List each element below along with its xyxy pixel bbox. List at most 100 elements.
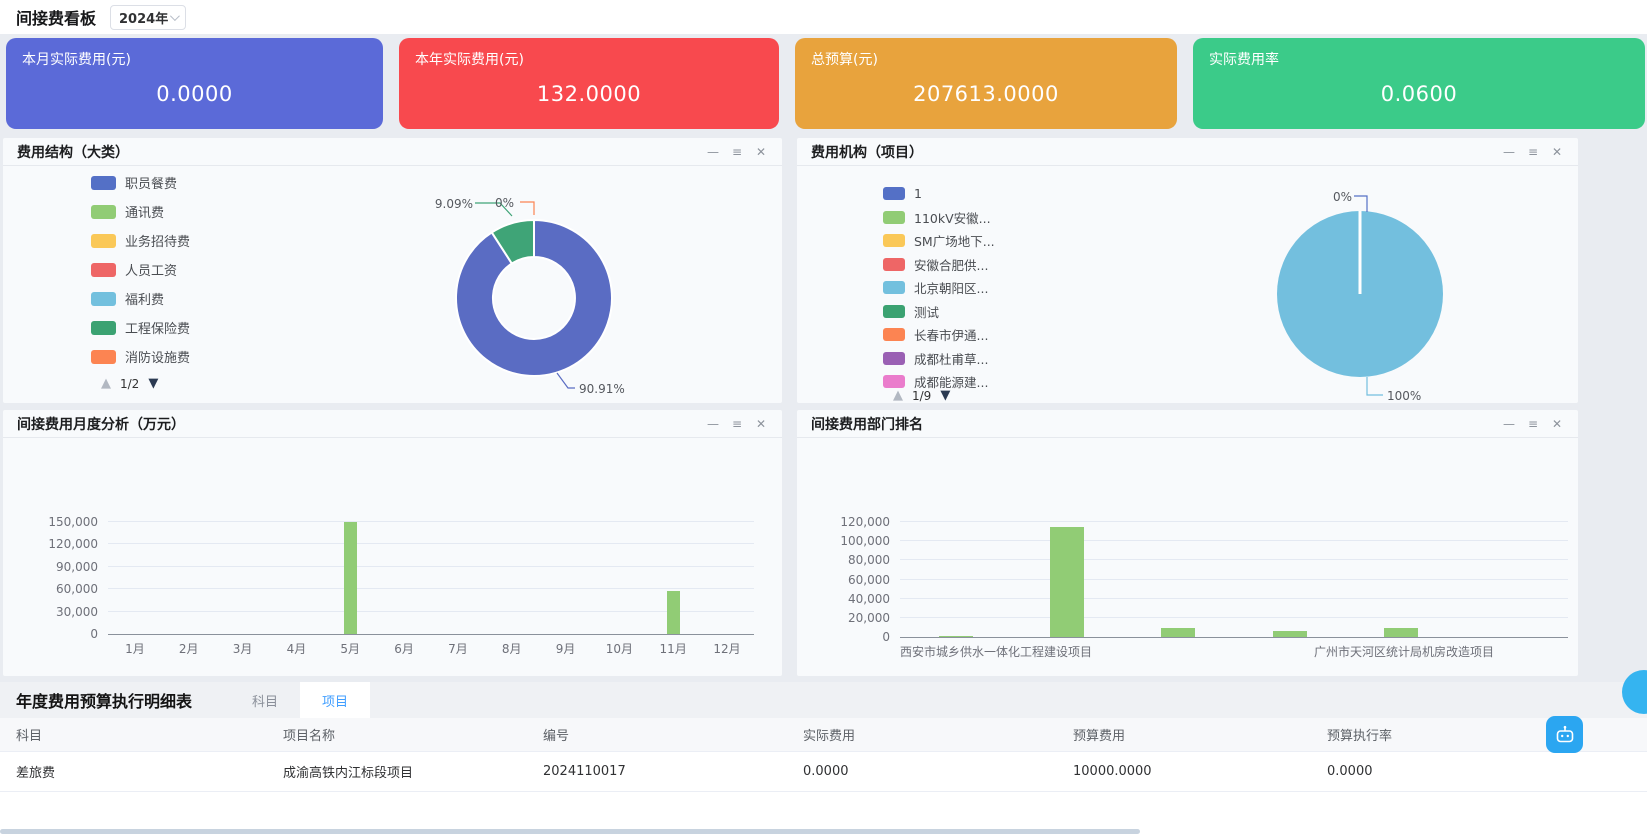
slice-label-zero: 0% xyxy=(495,196,515,210)
gridline xyxy=(900,521,1568,522)
close-icon[interactable]: ✕ xyxy=(1551,416,1563,431)
legend-item[interactable]: SM广场地下... xyxy=(883,229,995,253)
legend-item[interactable]: 福利费 xyxy=(91,284,190,313)
legend-item[interactable]: 通讯费 xyxy=(91,197,190,226)
legend-label: 测试 xyxy=(914,304,940,320)
legend-item[interactable]: 110kV安徽... xyxy=(883,206,995,230)
legend-swatch xyxy=(883,375,905,389)
table-header-cell: 预算费用 xyxy=(1073,729,1126,744)
panel-cost-structure: 费用结构（大类） — ≡ ✕ 职员餐费通讯费业务招待费 人员工资 福利费 工程保险费消… xyxy=(3,138,782,403)
bar-slot xyxy=(539,522,593,634)
table-header-cell: 实际费用 xyxy=(803,729,856,744)
panel-header: 费用结构（大类） — ≡ ✕ xyxy=(3,138,782,166)
table-row[interactable]: 差旅费 成渝高铁内江标段项目 2024110017 0.0000 10000.0000 0… xyxy=(0,752,1647,792)
page-up-icon[interactable]: ▲ xyxy=(893,388,903,403)
bar-slot xyxy=(900,522,1011,637)
y-tick-label: 20,000 xyxy=(848,610,890,625)
legend-cost-structure: 职员餐费通讯费业务招待费 人员工资 福利费 工程保险费 消防设施费 xyxy=(91,168,190,371)
x-axis-label: 广州市天河区统计局机房改造项目 xyxy=(1314,645,1495,659)
donut-slice-major xyxy=(455,219,613,377)
menu-icon[interactable]: ≡ xyxy=(731,144,743,159)
x-axis-label xyxy=(1166,643,1240,660)
table-cell: 成渝高铁内江标段项目 xyxy=(283,766,414,781)
bar-slot xyxy=(377,522,431,634)
horizontal-scrollbar-thumb[interactable] xyxy=(0,829,1140,834)
legend-item[interactable]: 人员工资 xyxy=(91,255,190,284)
x-axis-label xyxy=(1240,643,1314,660)
bar xyxy=(1049,526,1084,637)
gridline xyxy=(108,543,754,545)
gridline xyxy=(108,610,754,612)
x-axis-labels: 1月 2月 3月 4月 5月 6月 7月 8月 9月 10月 11月 12月 xyxy=(108,640,754,657)
tab-project[interactable]: 项目 xyxy=(300,682,371,718)
gridline xyxy=(900,578,1568,580)
table-cell: 0.0000 xyxy=(803,764,849,779)
panel-header: 间接费用月度分析（万元） — ≡ ✕ xyxy=(3,410,782,438)
kpi-label: 总预算(元) xyxy=(811,52,878,68)
page-up-icon[interactable]: ▲ xyxy=(101,376,111,391)
bar xyxy=(938,636,973,637)
year-select[interactable]: 2024年 xyxy=(110,4,187,30)
legend-item[interactable]: 成都杜甫草... xyxy=(883,347,995,371)
legend-label: 通讯费 xyxy=(125,206,165,221)
bar-slot xyxy=(592,522,646,634)
legend-item[interactable]: 测试 xyxy=(883,300,995,324)
panel-dept-ranking: 间接费用部门排名 — ≡ ✕ 0 20,000 40,000 60,000 80,000… xyxy=(797,410,1578,676)
collapse-icon[interactable]: — xyxy=(707,416,719,431)
kpi-card: 总预算(元) 207613.0000 xyxy=(795,38,1177,129)
bar xyxy=(666,590,680,634)
close-icon[interactable]: ✕ xyxy=(755,416,767,431)
monthly-bar-chart: 0 30,000 60,000 90,000 120,000 150,000 1月 2月 3月… xyxy=(48,515,754,656)
gridline xyxy=(108,588,754,590)
menu-icon[interactable]: ≡ xyxy=(1527,144,1539,159)
donut-chart xyxy=(455,201,613,389)
collapse-icon[interactable]: — xyxy=(1503,144,1515,159)
bar-slot xyxy=(485,522,539,634)
legend-item[interactable]: 消防设施费 xyxy=(91,342,190,371)
table-header-cell: 编号 xyxy=(543,729,570,744)
gridline xyxy=(108,565,754,567)
kpi-card: 本年实际费用(元) 132.0000 xyxy=(399,38,779,129)
horizontal-scrollbar xyxy=(0,829,1647,834)
close-icon[interactable]: ✕ xyxy=(755,144,767,159)
legend-item[interactable]: 北京朝阳区... xyxy=(883,276,995,300)
bar-slot xyxy=(108,522,162,634)
page-down-icon[interactable]: ▼ xyxy=(148,376,159,391)
legend-item[interactable]: 工程保险费 xyxy=(91,313,190,342)
year-select-value: 2024年 xyxy=(119,11,169,27)
table-tab-strip: 年度费用预算执行明细表 科目 项目 xyxy=(0,682,1647,718)
panel-title: 费用结构（大类） xyxy=(17,144,129,161)
y-tick-label: 80,000 xyxy=(848,553,890,568)
x-axis-labels: 西安市城乡供水一体化工程建设项目 广州市天河区统计局机房改造项目 xyxy=(900,643,1568,660)
menu-icon[interactable]: ≡ xyxy=(1527,416,1539,431)
collapse-icon[interactable]: — xyxy=(707,144,719,159)
legend-item[interactable]: 业务招待费 xyxy=(91,226,190,255)
slice-label-zero: 0% xyxy=(1332,190,1352,204)
x-axis-label: 7月 xyxy=(448,642,468,656)
tab-subject[interactable]: 科目 xyxy=(252,694,279,710)
bar xyxy=(1272,630,1307,637)
legend-swatch xyxy=(91,262,116,277)
legend-item[interactable]: 长春市伊通... xyxy=(883,323,995,347)
legend-label: 职员餐费 xyxy=(125,177,178,192)
table-cell: 0.0000 xyxy=(1327,764,1373,779)
kpi-label: 本月实际费用(元) xyxy=(22,52,131,68)
menu-icon[interactable]: ≡ xyxy=(731,416,743,431)
collapse-icon[interactable]: — xyxy=(1503,416,1515,431)
legend-swatch xyxy=(91,320,116,335)
legend-label: 北京朝阳区... xyxy=(914,281,989,297)
y-tick-label: 40,000 xyxy=(848,591,890,606)
page-down-icon[interactable]: ▼ xyxy=(940,388,951,403)
top-bar: 间接费看板 2024年 xyxy=(0,0,1647,34)
legend-item[interactable]: 成都能源建... xyxy=(883,370,995,394)
legend-item[interactable]: 1 xyxy=(883,182,995,206)
close-icon[interactable]: ✕ xyxy=(1551,144,1563,159)
legend-swatch xyxy=(91,349,116,364)
legend-item[interactable]: 职员餐费 xyxy=(91,168,190,197)
panel-header: 费用机构（项目） — ≡ ✕ xyxy=(797,138,1578,166)
floating-assistant-button[interactable] xyxy=(1546,716,1583,753)
legend-swatch xyxy=(91,233,116,248)
x-axis-label xyxy=(1494,643,1568,660)
legend-item[interactable]: 安徽合肥供... xyxy=(883,253,995,277)
y-tick-label: 120,000 xyxy=(48,537,98,552)
